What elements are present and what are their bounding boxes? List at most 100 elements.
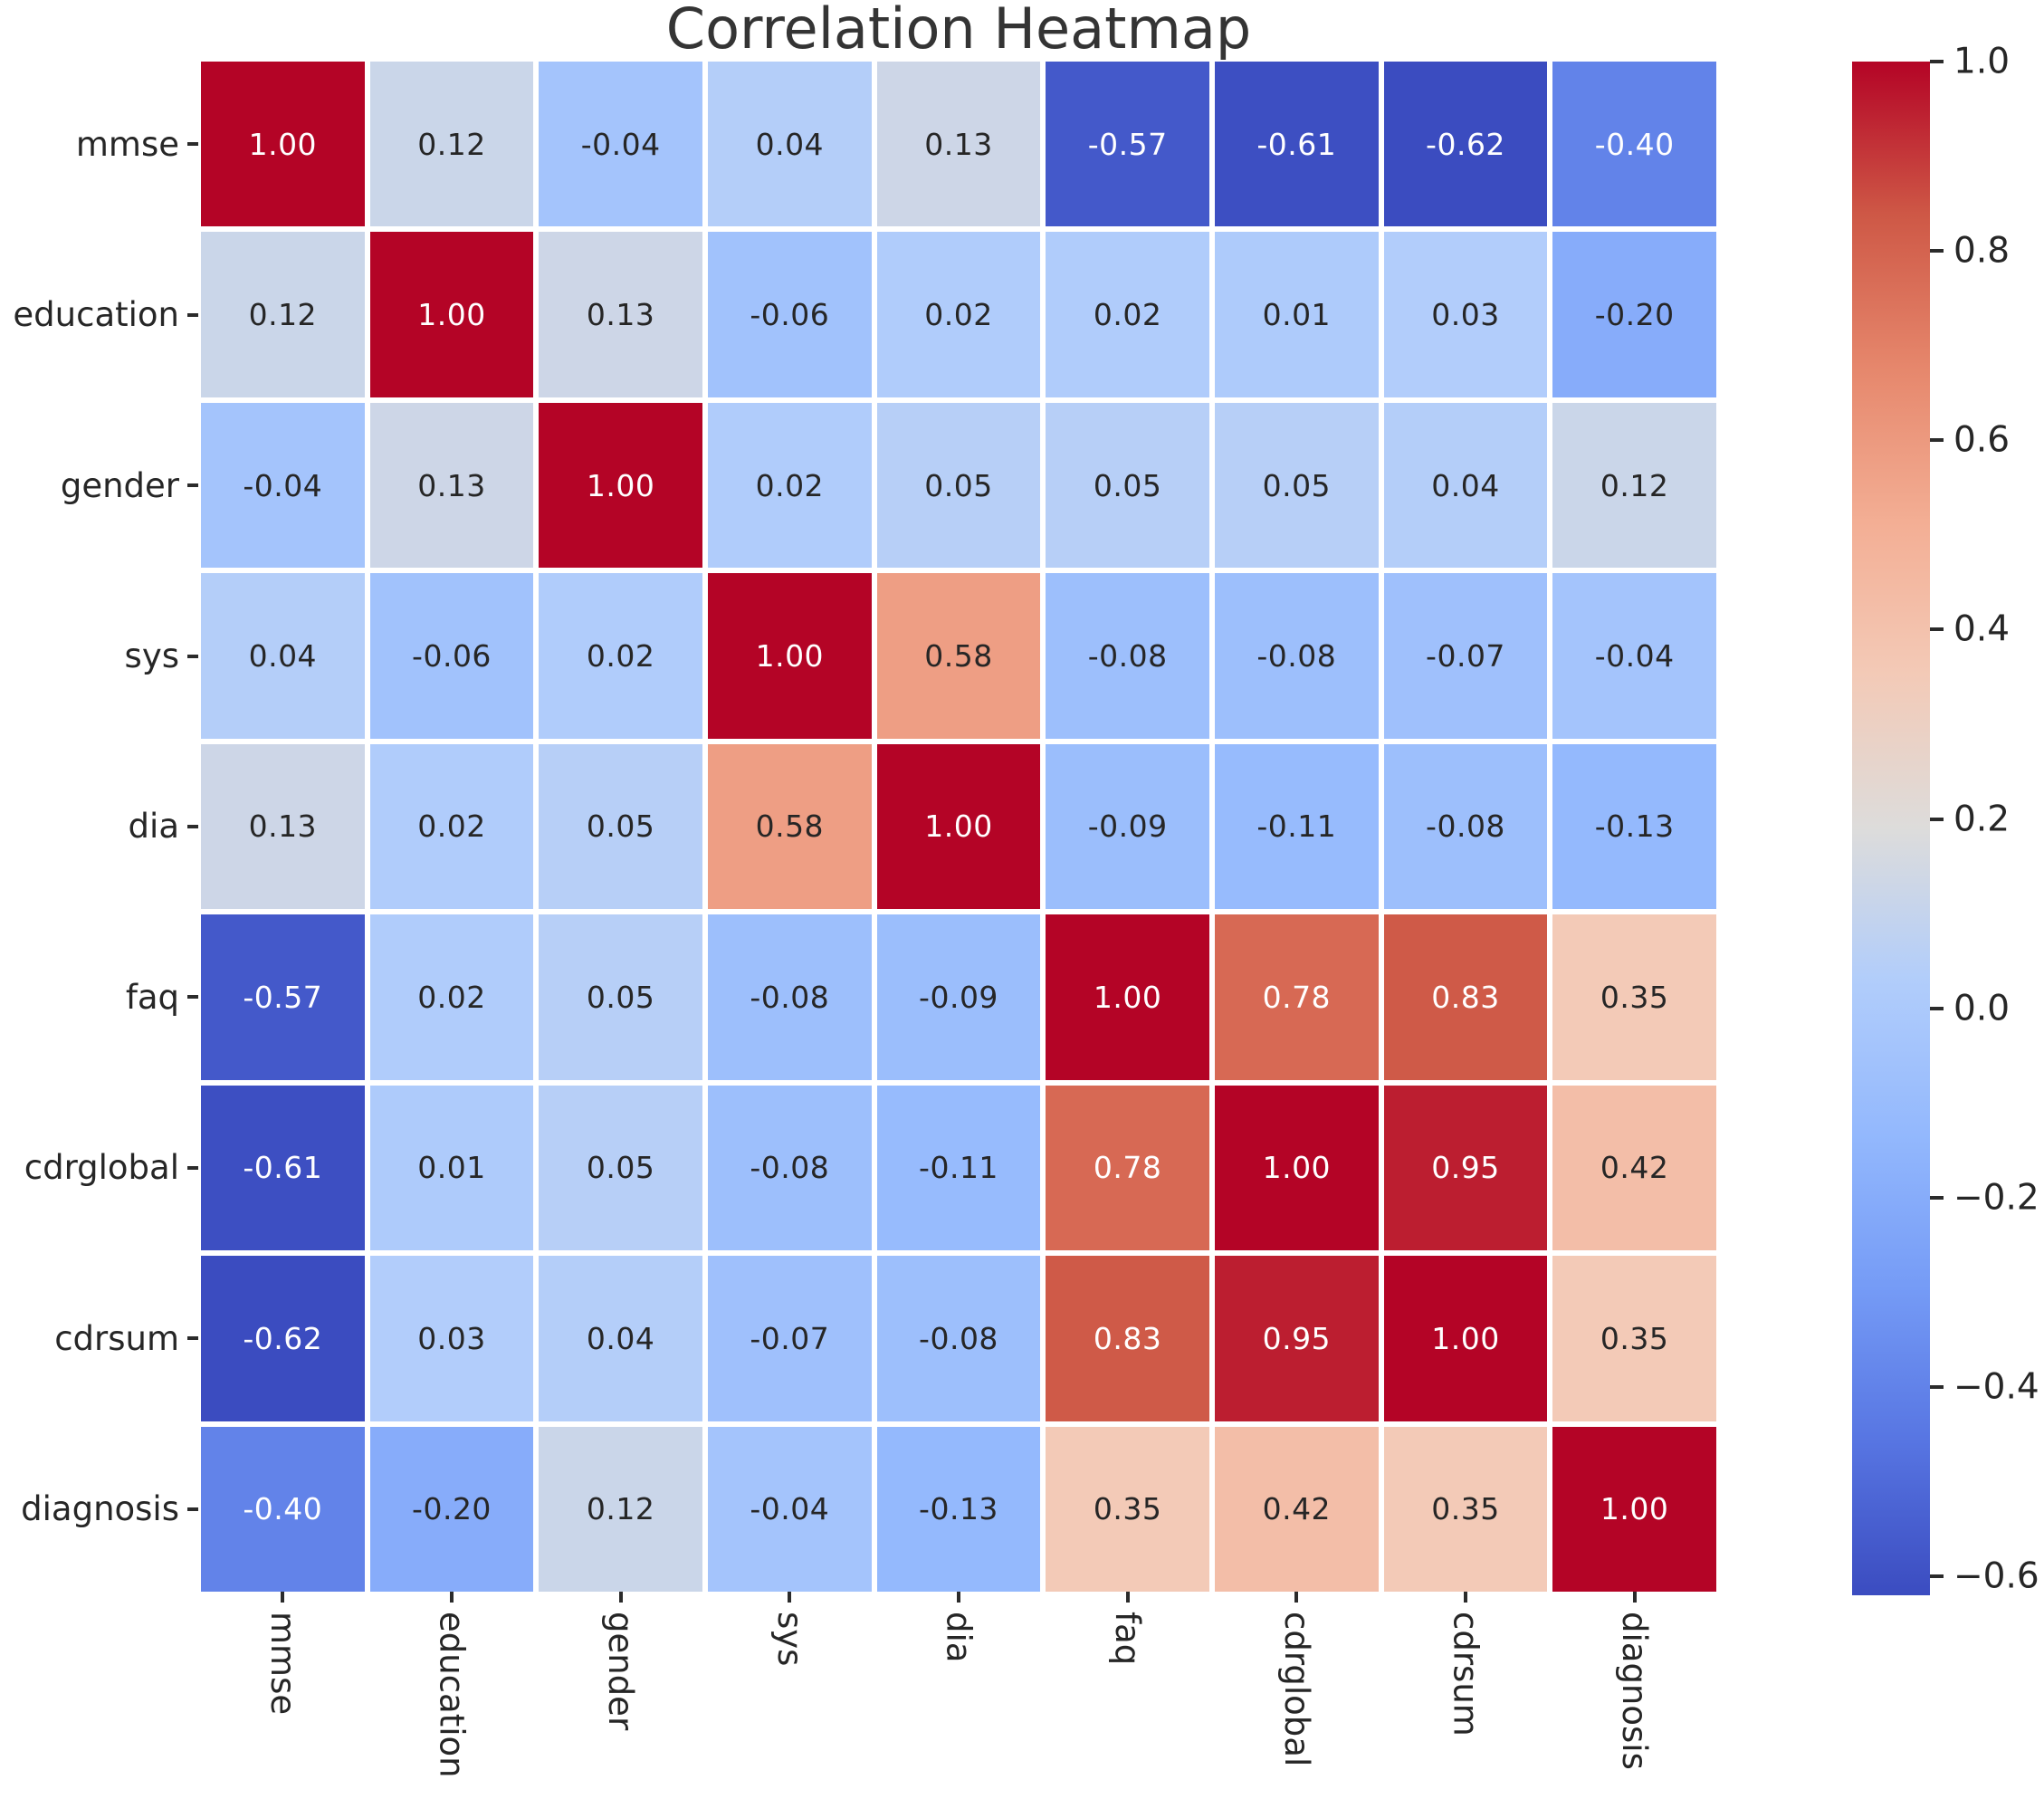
colorbar-tick-mark <box>1930 438 1944 443</box>
x-tick-label: mmse <box>263 1612 302 1716</box>
heatmap-cell-mmse-cdrglobal: -0.61 <box>1215 62 1379 227</box>
heatmap-cell-sys-sys: 1.00 <box>708 573 872 739</box>
heatmap-cell-education-mmse: 0.12 <box>201 232 365 397</box>
heatmap-cell-education-sys: -0.06 <box>708 232 872 397</box>
heatmap-cell-mmse-mmse: 1.00 <box>201 62 365 227</box>
colorbar-tick-mark <box>1930 1195 1944 1200</box>
heatmap-cell-faq-sys: -0.08 <box>708 914 872 1080</box>
x-tick-col-cdrsum: cdrsum <box>1384 1592 1548 1818</box>
heatmap-cell-mmse-dia: 0.13 <box>876 62 1041 227</box>
heatmap-cell-sys-faq: -0.08 <box>1046 573 1209 739</box>
heatmap-cell-dia-gender: 0.05 <box>539 743 702 910</box>
colorbar-tick-mark <box>1930 1006 1944 1010</box>
heatmap-cell-faq-dia: -0.09 <box>876 914 1041 1080</box>
heatmap-cell-faq-faq: 1.00 <box>1046 914 1209 1080</box>
heatmap-cell-cdrsum-faq: 0.83 <box>1046 1256 1209 1421</box>
heatmap-cell-cdrsum-cdrglobal: 0.95 <box>1215 1256 1379 1421</box>
y-tick-row-dia: dia <box>0 744 198 909</box>
colorbar-tick-label: 0.8 <box>1953 230 2011 272</box>
heatmap-cell-diagnosis-education: -0.20 <box>369 1426 534 1592</box>
x-tick-mark <box>1294 1592 1299 1603</box>
heatmap-cell-education-gender: 0.13 <box>539 232 702 397</box>
heatmap-grid: 1.00 0.12 -0.04 0.04 0.13 -0.57 -0.61 -0.62 -0.4… <box>201 62 1716 1592</box>
heatmap-cell-dia-mmse: 0.13 <box>201 743 365 910</box>
x-tick-mark <box>281 1592 285 1603</box>
heatmap-cell-cdrsum-cdrsum: 1.00 <box>1383 1256 1548 1421</box>
heatmap-cell-faq-cdrglobal: 0.78 <box>1215 914 1379 1080</box>
y-tick-row-diagnosis: diagnosis <box>0 1427 198 1592</box>
heatmap-cell-diagnosis-dia: -0.13 <box>876 1426 1041 1592</box>
heatmap-cell-mmse-cdrsum: -0.62 <box>1383 62 1548 227</box>
y-tick-mark <box>187 1165 198 1170</box>
heatmap-cell-mmse-gender: -0.04 <box>539 62 702 227</box>
y-tick-label: education <box>13 295 179 335</box>
x-tick-mark <box>1463 1592 1467 1603</box>
x-tick-col-dia: dia <box>877 1592 1041 1818</box>
heatmap-cell-sys-education: -0.06 <box>369 573 534 739</box>
heatmap-cell-dia-cdrsum: -0.08 <box>1383 743 1548 910</box>
y-tick-label: mmse <box>75 124 179 164</box>
colorbar-tick-mark <box>1930 60 1944 63</box>
colorbar-tick-mark <box>1930 249 1944 254</box>
y-tick-mark <box>187 1507 198 1511</box>
y-tick-row-cdrglobal: cdrglobal <box>0 1086 198 1250</box>
x-tick-label: dia <box>939 1612 979 1663</box>
heatmap-cell-cdrglobal-education: 0.01 <box>369 1085 534 1251</box>
heatmap-cell-cdrglobal-mmse: -0.61 <box>201 1085 365 1251</box>
colorbar-tick-label: 0.6 <box>1953 419 2011 461</box>
heatmap-cell-faq-cdrsum: 0.83 <box>1383 914 1548 1080</box>
heatmap-cell-mmse-sys: 0.04 <box>708 62 872 227</box>
heatmap-cell-diagnosis-cdrglobal: 0.42 <box>1215 1426 1379 1592</box>
y-tick-mark <box>187 142 198 147</box>
heatmap-cell-cdrglobal-cdrglobal: 1.00 <box>1215 1085 1379 1251</box>
heatmap-cell-education-dia: 0.02 <box>876 232 1041 397</box>
y-tick-row-cdrsum: cdrsum <box>0 1256 198 1421</box>
colorbar-tick-mark <box>1930 817 1944 821</box>
colorbar-tick-label: −0.2 <box>1953 1177 2039 1219</box>
heatmap-cell-gender-dia: 0.05 <box>876 402 1041 569</box>
heatmap-cell-cdrglobal-sys: -0.08 <box>708 1085 872 1251</box>
heatmap-cell-sys-cdrsum: -0.07 <box>1383 573 1548 739</box>
heatmap-cell-gender-mmse: -0.04 <box>201 402 365 569</box>
y-tick-mark <box>187 1336 198 1341</box>
y-tick-label: cdrglobal <box>24 1148 179 1188</box>
x-tick-col-cdrglobal: cdrglobal <box>1215 1592 1379 1818</box>
x-tick-label: cdrsum <box>1446 1612 1485 1737</box>
heatmap-cell-cdrsum-education: 0.03 <box>369 1256 534 1421</box>
heatmap-cell-sys-mmse: 0.04 <box>201 573 365 739</box>
heatmap-cell-diagnosis-gender: 0.12 <box>539 1426 702 1592</box>
x-tick-mark <box>1125 1592 1130 1603</box>
heatmap-cell-diagnosis-cdrsum: 0.35 <box>1383 1426 1548 1592</box>
heatmap-cell-faq-mmse: -0.57 <box>201 914 365 1080</box>
y-tick-row-mmse: mmse <box>0 62 198 226</box>
y-tick-label: dia <box>128 807 179 847</box>
y-tick-label: cdrsum <box>54 1318 179 1358</box>
heatmap-cell-education-cdrsum: 0.03 <box>1383 232 1548 397</box>
colorbar-tick-mark <box>1930 1574 1944 1579</box>
heatmap-cell-gender-cdrsum: 0.04 <box>1383 402 1548 569</box>
heatmap-cell-dia-cdrglobal: -0.11 <box>1215 743 1379 910</box>
y-tick-mark <box>187 824 198 828</box>
heatmap-cell-gender-faq: 0.05 <box>1046 402 1209 569</box>
heatmap-cell-faq-gender: 0.05 <box>539 914 702 1080</box>
heatmap-cell-dia-faq: -0.09 <box>1046 743 1209 910</box>
colorbar-tick-mark <box>1930 627 1944 632</box>
y-tick-label: gender <box>60 465 179 505</box>
x-tick-label: cdrglobal <box>1276 1612 1316 1767</box>
y-tick-row-education: education <box>0 232 198 397</box>
heatmap-cell-education-education: 1.00 <box>369 232 534 397</box>
colorbar-tick-label: 0.4 <box>1953 608 2011 650</box>
heatmap-cell-sys-cdrglobal: -0.08 <box>1215 573 1379 739</box>
y-tick-label: faq <box>125 977 179 1017</box>
x-tick-label: faq <box>1108 1612 1148 1666</box>
y-tick-mark <box>187 995 198 1000</box>
heatmap-cell-cdrglobal-faq: 0.78 <box>1046 1085 1209 1251</box>
heatmap-cell-cdrglobal-dia: -0.11 <box>876 1085 1041 1251</box>
x-tick-label: education <box>432 1612 472 1778</box>
x-tick-mark <box>449 1592 454 1603</box>
heatmap-cell-cdrsum-dia: -0.08 <box>876 1256 1041 1421</box>
heatmap-cell-education-faq: 0.02 <box>1046 232 1209 397</box>
heatmap-cell-faq-diagnosis: 0.35 <box>1552 914 1716 1080</box>
heatmap-cell-gender-cdrglobal: 0.05 <box>1215 402 1379 569</box>
